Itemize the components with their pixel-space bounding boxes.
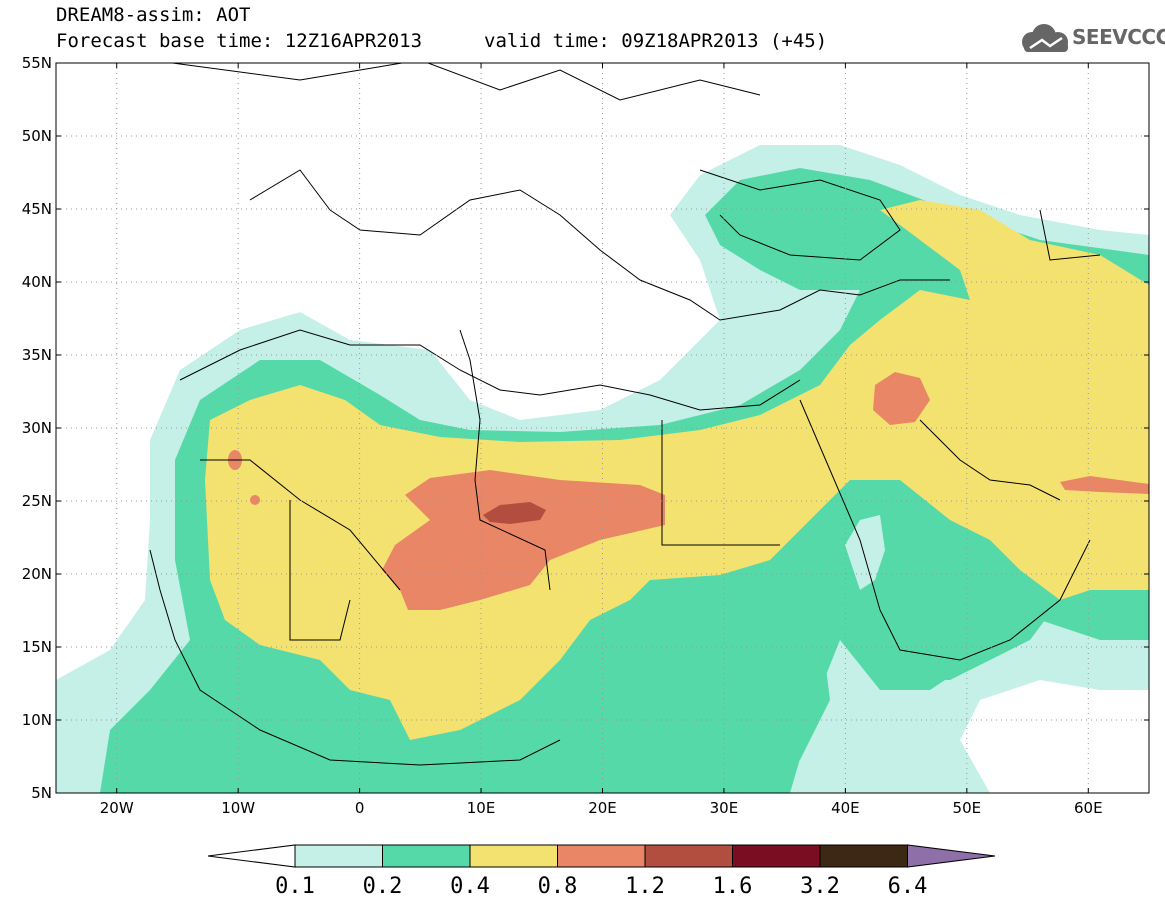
- forecast-base-time: Forecast base time: 12Z16APR2013: [56, 30, 423, 52]
- colorbar-level-label: 1.6: [713, 874, 753, 899]
- aot-colorbar: [207, 844, 996, 868]
- lon-label: 20E: [588, 799, 617, 817]
- lat-label: 15N: [22, 638, 52, 656]
- lon-label: 50E: [953, 799, 982, 817]
- logo-text: SEEVCCC: [1072, 25, 1165, 49]
- colorbar-level-label: 6.4: [888, 874, 928, 899]
- lat-label: 50N: [22, 127, 52, 145]
- lat-label: 10N: [22, 711, 52, 729]
- lon-label: 10W: [221, 799, 255, 817]
- aot-band-0.1-0.2-arabia: [845, 515, 885, 590]
- colorbar-box: [469, 844, 558, 868]
- colorbar-box: [644, 844, 733, 868]
- lat-label: 25N: [22, 492, 52, 510]
- colorbar-level-label: 0.1: [275, 874, 315, 899]
- colorbar-lower-arrow: [207, 844, 296, 868]
- colorbar-labels: 0.1 0.2 0.4 0.8 1.2 1.6 3.2 6.4: [275, 874, 927, 899]
- aot-band-1.2-1.6: [483, 502, 546, 524]
- colorbar-box: [732, 844, 821, 868]
- colorbar-box: [294, 844, 383, 868]
- lon-label: 60E: [1074, 799, 1103, 817]
- colorbar-level-label: 1.2: [625, 874, 665, 899]
- aot-band-0.8-1.2-gulf: [1060, 476, 1149, 494]
- colorbar-level-label: 0.8: [538, 874, 578, 899]
- lat-label: 45N: [22, 200, 52, 218]
- graticule: [56, 63, 1149, 793]
- colorbar-box: [382, 844, 471, 868]
- lon-label: 40E: [831, 799, 860, 817]
- lat-label: 20N: [22, 565, 52, 583]
- longitude-labels: 20W 10W 0 10E 20E 30E 40E 50E 60E: [100, 799, 1103, 817]
- colorbar-level-label: 0.2: [363, 874, 403, 899]
- lon-label: 10E: [467, 799, 496, 817]
- colorbar-box: [557, 844, 646, 868]
- lat-label: 40N: [22, 273, 52, 291]
- lon-label: 30E: [710, 799, 739, 817]
- latitude-labels: 55N 50N 45N 40N 35N 30N 25N 20N 15N 10N 5N: [22, 54, 52, 802]
- colorbar-box: [819, 844, 908, 868]
- model-title: DREAM8-assim: AOT: [56, 4, 251, 26]
- lat-label: 35N: [22, 346, 52, 364]
- lat-label: 55N: [22, 54, 52, 72]
- cloud-icon: [1022, 24, 1068, 52]
- aot-band-0.2-0.4-east-africa: [560, 570, 830, 760]
- colorbar-level-label: 3.2: [800, 874, 840, 899]
- aot-band-0.8-1.2-iraq: [873, 372, 930, 425]
- lon-label: 20W: [100, 799, 134, 817]
- lat-label: 5N: [31, 784, 52, 802]
- aot-spot-west-2: [250, 495, 260, 505]
- lon-label: 0: [355, 799, 365, 817]
- lat-label: 30N: [22, 419, 52, 437]
- colorbar-level-label: 0.4: [450, 874, 490, 899]
- valid-time: valid time: 09Z18APR2013 (+45): [484, 30, 828, 52]
- coastlines-borders: [149, 63, 1101, 766]
- axis-ticks: [56, 62, 1149, 794]
- colorbar-upper-arrow: [907, 844, 996, 868]
- seevccc-logo: [1022, 24, 1068, 52]
